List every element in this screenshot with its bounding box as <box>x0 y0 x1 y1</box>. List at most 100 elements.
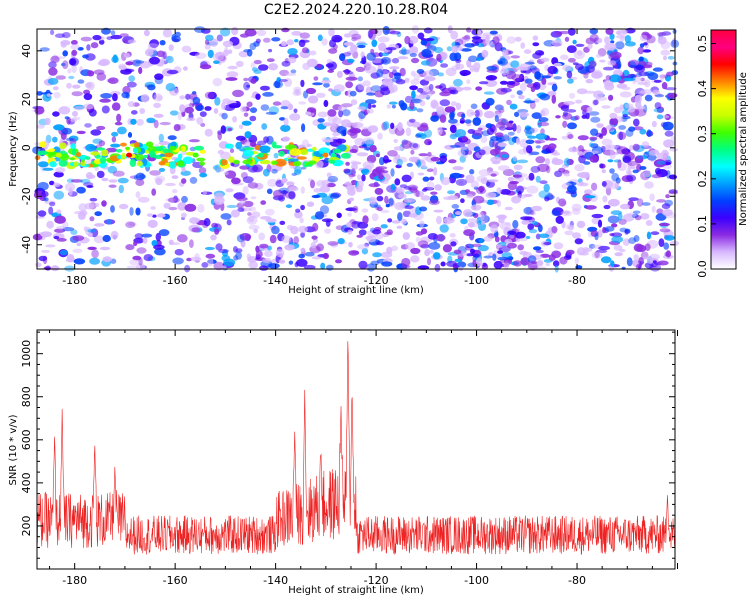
heatmap-cell <box>101 177 109 182</box>
heatmap-cell <box>310 179 315 189</box>
heatmap-cell <box>152 214 157 218</box>
heatmap-cell <box>553 260 560 267</box>
heatmap-cell <box>563 101 575 105</box>
heatmap-cell <box>127 132 133 138</box>
heatmap-cell <box>652 89 660 95</box>
heatmap-cell <box>495 103 504 111</box>
heatmap-cell <box>322 139 334 143</box>
heatmap-cell <box>541 75 552 79</box>
heatmap-cell <box>667 55 675 60</box>
heatmap-cell <box>466 193 474 199</box>
heatmap-cell <box>624 228 631 234</box>
heatmap-cell <box>455 102 462 111</box>
heatmap-band-cell <box>199 161 205 166</box>
heatmap-cell <box>316 92 326 98</box>
snr-y-tick-label: 600 <box>20 429 33 450</box>
heatmap-cell <box>48 206 54 215</box>
heatmap-cell <box>439 99 451 107</box>
heatmap-cell <box>589 136 598 141</box>
heatmap-cell <box>298 253 306 259</box>
heatmap-cell <box>618 131 624 141</box>
heatmap-cell <box>110 258 117 264</box>
heatmap-cell <box>36 91 43 96</box>
heatmap-cell <box>478 238 484 243</box>
heatmap-cell <box>660 49 671 56</box>
heatmap-cell <box>501 252 512 259</box>
heatmap-cell <box>275 248 285 258</box>
heatmap-cell <box>149 39 160 48</box>
heatmap-cell <box>409 85 418 91</box>
heatmap-cell <box>37 181 49 191</box>
heatmap-cell <box>299 32 310 39</box>
heatmap-cell <box>387 218 393 223</box>
heatmap-cell <box>299 217 304 224</box>
heatmap-cell <box>279 117 286 121</box>
heatmap-cell <box>508 137 516 146</box>
heatmap-cell <box>641 141 650 148</box>
heatmap-cell <box>194 253 200 261</box>
heatmap-cell <box>240 106 247 113</box>
heatmap-band-cell <box>332 159 344 167</box>
heatmap-hotspot <box>192 152 199 158</box>
heatmap-cell <box>391 104 396 109</box>
heatmap-cell <box>300 204 305 211</box>
heatmap-cell <box>176 234 188 243</box>
heatmap-cell <box>290 225 299 235</box>
heatmap-cell <box>86 44 91 51</box>
heatmap-cell <box>641 202 651 206</box>
heatmap-cell <box>664 130 674 137</box>
heatmap-cell <box>355 66 366 72</box>
heatmap-cell <box>273 80 284 89</box>
heatmap-cell <box>426 181 435 190</box>
heatmap-cell <box>430 115 439 122</box>
heatmap-band-cell <box>100 149 109 157</box>
heatmap-cell <box>422 176 430 182</box>
heatmap-cell <box>255 250 263 258</box>
heatmap-cell <box>502 49 508 57</box>
colorbar-tick-label: 0.4 <box>696 80 709 98</box>
heatmap-cell <box>60 40 71 46</box>
snr-y-tick-label: 200 <box>20 515 33 536</box>
heatmap-cell <box>451 204 460 209</box>
heatmap-cell <box>466 109 475 117</box>
heatmap-cell <box>54 215 66 224</box>
heatmap-cell <box>117 126 127 135</box>
heatmap-cell <box>197 203 205 213</box>
heatmap-band-cell <box>134 141 140 149</box>
heatmap-cell <box>358 229 367 236</box>
heatmap-band-cell <box>162 148 171 154</box>
colorbar-label: Normalized spectral amplitude <box>738 72 749 226</box>
heatmap-cell <box>403 205 414 210</box>
heatmap-cell <box>218 248 229 254</box>
heatmap-cell <box>567 27 576 36</box>
heatmap-cell <box>495 132 504 138</box>
heatmap-cell <box>658 222 671 227</box>
heatmap-cell <box>470 221 481 228</box>
heatmap-cell <box>86 185 94 188</box>
heatmap-cell <box>649 193 655 201</box>
heatmap-cell <box>551 225 558 234</box>
heatmap-cell <box>243 112 249 117</box>
heatmap-cell <box>491 140 499 148</box>
heatmap-cell <box>520 42 525 49</box>
heatmap-cell <box>300 186 305 194</box>
heatmap-cell <box>591 182 598 191</box>
heatmap-cell <box>642 64 653 69</box>
heatmap-cell <box>632 169 639 174</box>
heatmap-cell <box>496 187 502 195</box>
heatmap-cell <box>312 82 323 86</box>
heatmap-cell <box>285 204 292 209</box>
heatmap-cell <box>172 257 184 265</box>
heatmap-cell <box>397 212 403 222</box>
heatmap-cell <box>183 66 188 71</box>
heatmap-cell <box>584 195 596 199</box>
heatmap-cell <box>102 234 111 243</box>
heatmap-cell <box>293 236 300 245</box>
heatmap-band-cell <box>318 147 331 155</box>
heatmap-cell <box>221 102 226 110</box>
heatmap-cell <box>663 139 675 148</box>
heatmap-cell <box>453 78 463 87</box>
heatmap-cell <box>455 265 460 269</box>
heatmap-cell <box>593 99 599 106</box>
heatmap-cell <box>433 46 443 54</box>
